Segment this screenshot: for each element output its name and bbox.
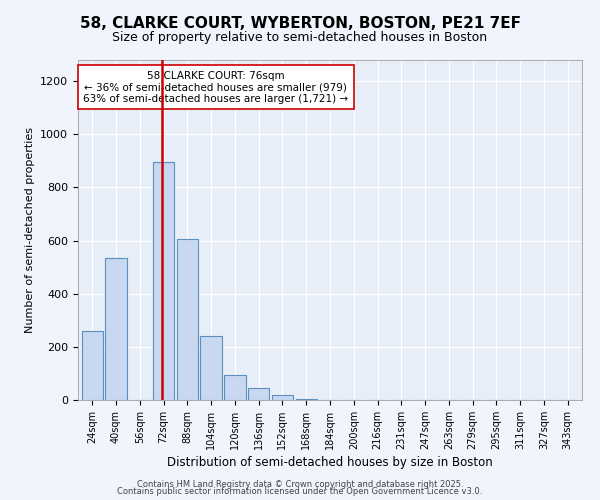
Bar (248, 388, 269, 400)
Text: 58, CLARKE COURT, WYBERTON, BOSTON, PE21 7EF: 58, CLARKE COURT, WYBERTON, BOSTON, PE21… (79, 16, 521, 31)
Text: 58 CLARKE COURT: 76sqm
← 36% of semi-detached houses are smaller (979)
63% of se: 58 CLARKE COURT: 76sqm ← 36% of semi-det… (83, 70, 349, 104)
Bar (296, 398, 317, 400)
Bar (153, 162, 174, 400)
Text: Size of property relative to semi-detached houses in Boston: Size of property relative to semi-detach… (112, 31, 488, 44)
Text: Contains public sector information licensed under the Open Government Licence v3: Contains public sector information licen… (118, 487, 482, 496)
Y-axis label: Number of semi-detached properties: Number of semi-detached properties (25, 127, 35, 333)
Bar (82, 331, 103, 400)
Bar (106, 258, 127, 400)
Bar (224, 375, 245, 400)
Text: Contains HM Land Registry data © Crown copyright and database right 2025.: Contains HM Land Registry data © Crown c… (137, 480, 463, 489)
Bar (176, 240, 198, 400)
X-axis label: Distribution of semi-detached houses by size in Boston: Distribution of semi-detached houses by … (167, 456, 493, 469)
Bar (272, 394, 293, 400)
Bar (200, 336, 222, 400)
